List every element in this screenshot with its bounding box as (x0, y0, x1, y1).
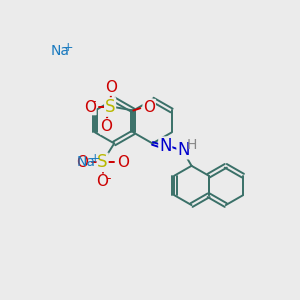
Text: Na: Na (50, 44, 69, 58)
Text: N: N (177, 141, 190, 159)
Text: O: O (76, 155, 88, 170)
Text: -: - (92, 95, 96, 108)
Text: S: S (105, 98, 116, 116)
Text: N: N (159, 137, 172, 155)
Text: O: O (97, 174, 109, 189)
Text: Na: Na (77, 155, 96, 169)
Text: O: O (143, 100, 155, 115)
Text: +: + (63, 41, 73, 54)
Text: O: O (117, 155, 129, 170)
Text: H: H (187, 138, 197, 152)
Text: +: + (89, 152, 100, 165)
Text: O: O (100, 119, 112, 134)
Text: O: O (84, 100, 96, 115)
Text: S: S (97, 153, 108, 171)
Text: O: O (105, 80, 117, 95)
Text: -: - (106, 172, 111, 185)
